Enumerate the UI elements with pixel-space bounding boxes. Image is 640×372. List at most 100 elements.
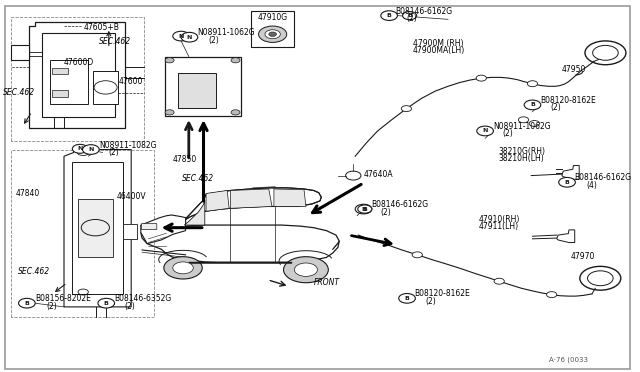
FancyBboxPatch shape [123, 224, 137, 239]
Circle shape [547, 292, 557, 298]
Text: (2): (2) [502, 129, 513, 138]
Text: 47600: 47600 [118, 77, 143, 86]
FancyBboxPatch shape [72, 162, 123, 294]
Text: (4): (4) [586, 181, 597, 190]
Circle shape [165, 58, 174, 63]
Text: N08911-1062G: N08911-1062G [197, 28, 255, 37]
Circle shape [19, 298, 35, 308]
Text: B: B [564, 180, 570, 185]
Text: B08146-6352G: B08146-6352G [114, 294, 171, 303]
Circle shape [284, 257, 328, 283]
Text: N: N [187, 35, 192, 40]
Text: B08146-6162G: B08146-6162G [575, 173, 632, 182]
Text: (2): (2) [208, 36, 219, 45]
Polygon shape [141, 225, 339, 262]
Text: A·76 (0033: A·76 (0033 [549, 357, 588, 363]
FancyBboxPatch shape [165, 57, 241, 116]
FancyBboxPatch shape [141, 224, 157, 230]
Circle shape [98, 298, 115, 308]
FancyBboxPatch shape [52, 90, 68, 97]
Text: 47640A: 47640A [364, 170, 393, 179]
Circle shape [173, 262, 193, 274]
Circle shape [412, 252, 422, 258]
Circle shape [165, 110, 174, 115]
Polygon shape [206, 190, 229, 211]
Circle shape [181, 32, 198, 42]
Circle shape [559, 177, 575, 187]
Text: SEC.462: SEC.462 [99, 38, 131, 46]
Text: N: N [483, 128, 488, 134]
FancyBboxPatch shape [42, 33, 115, 117]
Text: B08146-6162G: B08146-6162G [396, 7, 452, 16]
Text: (2): (2) [426, 297, 436, 306]
Circle shape [529, 121, 540, 126]
Text: 47910G: 47910G [257, 13, 287, 22]
Text: 47600D: 47600D [64, 58, 94, 67]
Text: B: B [530, 102, 535, 108]
Polygon shape [179, 188, 321, 225]
Text: N: N [77, 146, 83, 151]
FancyBboxPatch shape [251, 11, 294, 46]
Circle shape [494, 278, 504, 284]
Text: (2): (2) [46, 302, 57, 311]
Circle shape [399, 294, 415, 303]
Text: 47950: 47950 [562, 65, 586, 74]
Text: 47605+B: 47605+B [83, 23, 119, 32]
Text: B08120-8162E: B08120-8162E [540, 96, 596, 105]
Polygon shape [141, 215, 186, 244]
Text: (2): (2) [125, 302, 136, 311]
Text: SEC.462: SEC.462 [182, 174, 214, 183]
Circle shape [477, 126, 493, 136]
Circle shape [355, 204, 372, 214]
FancyBboxPatch shape [5, 6, 630, 369]
FancyBboxPatch shape [178, 73, 216, 108]
Text: B: B [387, 13, 392, 18]
Text: B: B [104, 301, 109, 306]
Text: N08911-1062G: N08911-1062G [493, 122, 550, 131]
Text: (2): (2) [381, 208, 392, 217]
Text: 47850: 47850 [173, 155, 197, 164]
Circle shape [294, 263, 317, 276]
Circle shape [401, 106, 412, 112]
Text: 47911(LH): 47911(LH) [479, 222, 519, 231]
Polygon shape [274, 189, 306, 206]
FancyBboxPatch shape [11, 45, 29, 60]
FancyBboxPatch shape [78, 199, 113, 257]
Text: B: B [361, 206, 366, 212]
Text: B08146-6162G: B08146-6162G [371, 200, 428, 209]
Text: 47910(RH): 47910(RH) [479, 215, 520, 224]
Text: SEC.462: SEC.462 [18, 267, 50, 276]
Text: (2): (2) [406, 14, 417, 23]
Polygon shape [184, 200, 205, 225]
Text: 47970: 47970 [571, 252, 595, 261]
Circle shape [231, 110, 240, 115]
Text: SEC.462: SEC.462 [3, 88, 35, 97]
Text: B08156-8202E: B08156-8202E [35, 294, 91, 303]
Circle shape [524, 100, 541, 110]
Text: (2): (2) [550, 103, 561, 112]
Text: 47900MA(LH): 47900MA(LH) [413, 46, 465, 55]
Text: 47840: 47840 [16, 189, 40, 198]
Text: N: N [88, 147, 93, 152]
Text: FRONT: FRONT [314, 278, 340, 287]
Text: 38210H(LH): 38210H(LH) [498, 154, 543, 163]
Text: N08911-1082G: N08911-1082G [99, 141, 157, 150]
Circle shape [518, 117, 529, 123]
FancyBboxPatch shape [93, 71, 118, 104]
Text: B: B [362, 206, 367, 212]
Text: B: B [407, 13, 412, 18]
Circle shape [72, 144, 88, 153]
Circle shape [403, 12, 417, 20]
Circle shape [476, 75, 486, 81]
Text: N: N [179, 33, 184, 39]
Circle shape [269, 32, 276, 36]
Circle shape [83, 145, 99, 154]
Polygon shape [562, 166, 579, 179]
Circle shape [173, 31, 189, 41]
Text: B: B [404, 296, 410, 301]
Circle shape [164, 257, 202, 279]
Text: 47900M (RH): 47900M (RH) [413, 39, 463, 48]
FancyBboxPatch shape [52, 68, 68, 74]
Circle shape [381, 11, 397, 20]
FancyBboxPatch shape [50, 60, 88, 104]
